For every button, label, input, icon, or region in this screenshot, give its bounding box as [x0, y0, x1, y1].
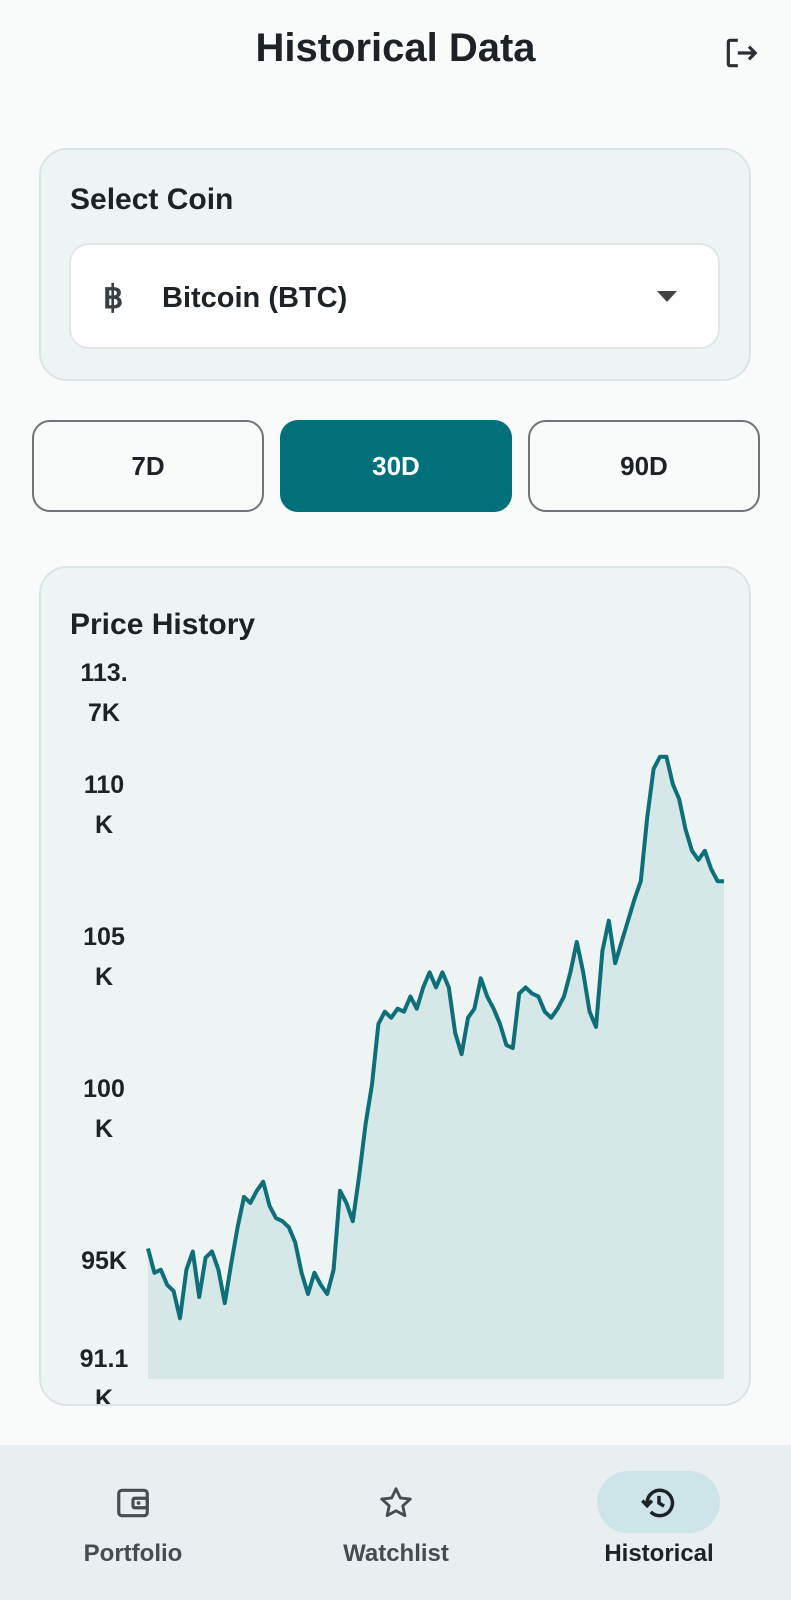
period-button[interactable]: 90D	[528, 420, 760, 512]
y-tick-label: 91.1K	[79, 1345, 129, 1406]
chart-card: Price History 113.7K 110K 105K 100K 95K 91.1K	[39, 566, 751, 1406]
select-label: Select Coin	[70, 183, 234, 216]
btc-icon: ฿	[103, 279, 124, 315]
price-area	[148, 756, 724, 1379]
period-button[interactable]: 30D	[280, 420, 512, 512]
y-tick-label: 113.7K	[80, 659, 128, 727]
dropdown-caret	[657, 291, 677, 302]
watchlist-icon[interactable]	[377, 1484, 415, 1522]
chart	[146, 754, 724, 1379]
y-tick-label: 95K	[81, 1246, 127, 1275]
selected-coin: Bitcoin (BTC)	[162, 282, 348, 314]
nav-label[interactable]: Portfolio	[83, 1540, 183, 1567]
portfolio-icon[interactable]	[114, 1484, 152, 1522]
historical-icon[interactable]	[640, 1484, 678, 1522]
period-button[interactable]: 7D	[32, 420, 264, 512]
nav-label[interactable]: Historical	[604, 1540, 714, 1567]
nav-label[interactable]: Watchlist	[343, 1540, 449, 1567]
y-tick-label: 105K	[83, 923, 125, 992]
y-tick-label: 100K	[83, 1074, 125, 1143]
chart-title: Price History	[70, 608, 256, 641]
price-line	[146, 754, 724, 1321]
logout-icon[interactable]	[722, 34, 760, 72]
y-tick-label: 110K	[83, 771, 125, 840]
coin-dropdown[interactable]	[69, 243, 720, 349]
page-title: Historical Data	[255, 26, 536, 70]
